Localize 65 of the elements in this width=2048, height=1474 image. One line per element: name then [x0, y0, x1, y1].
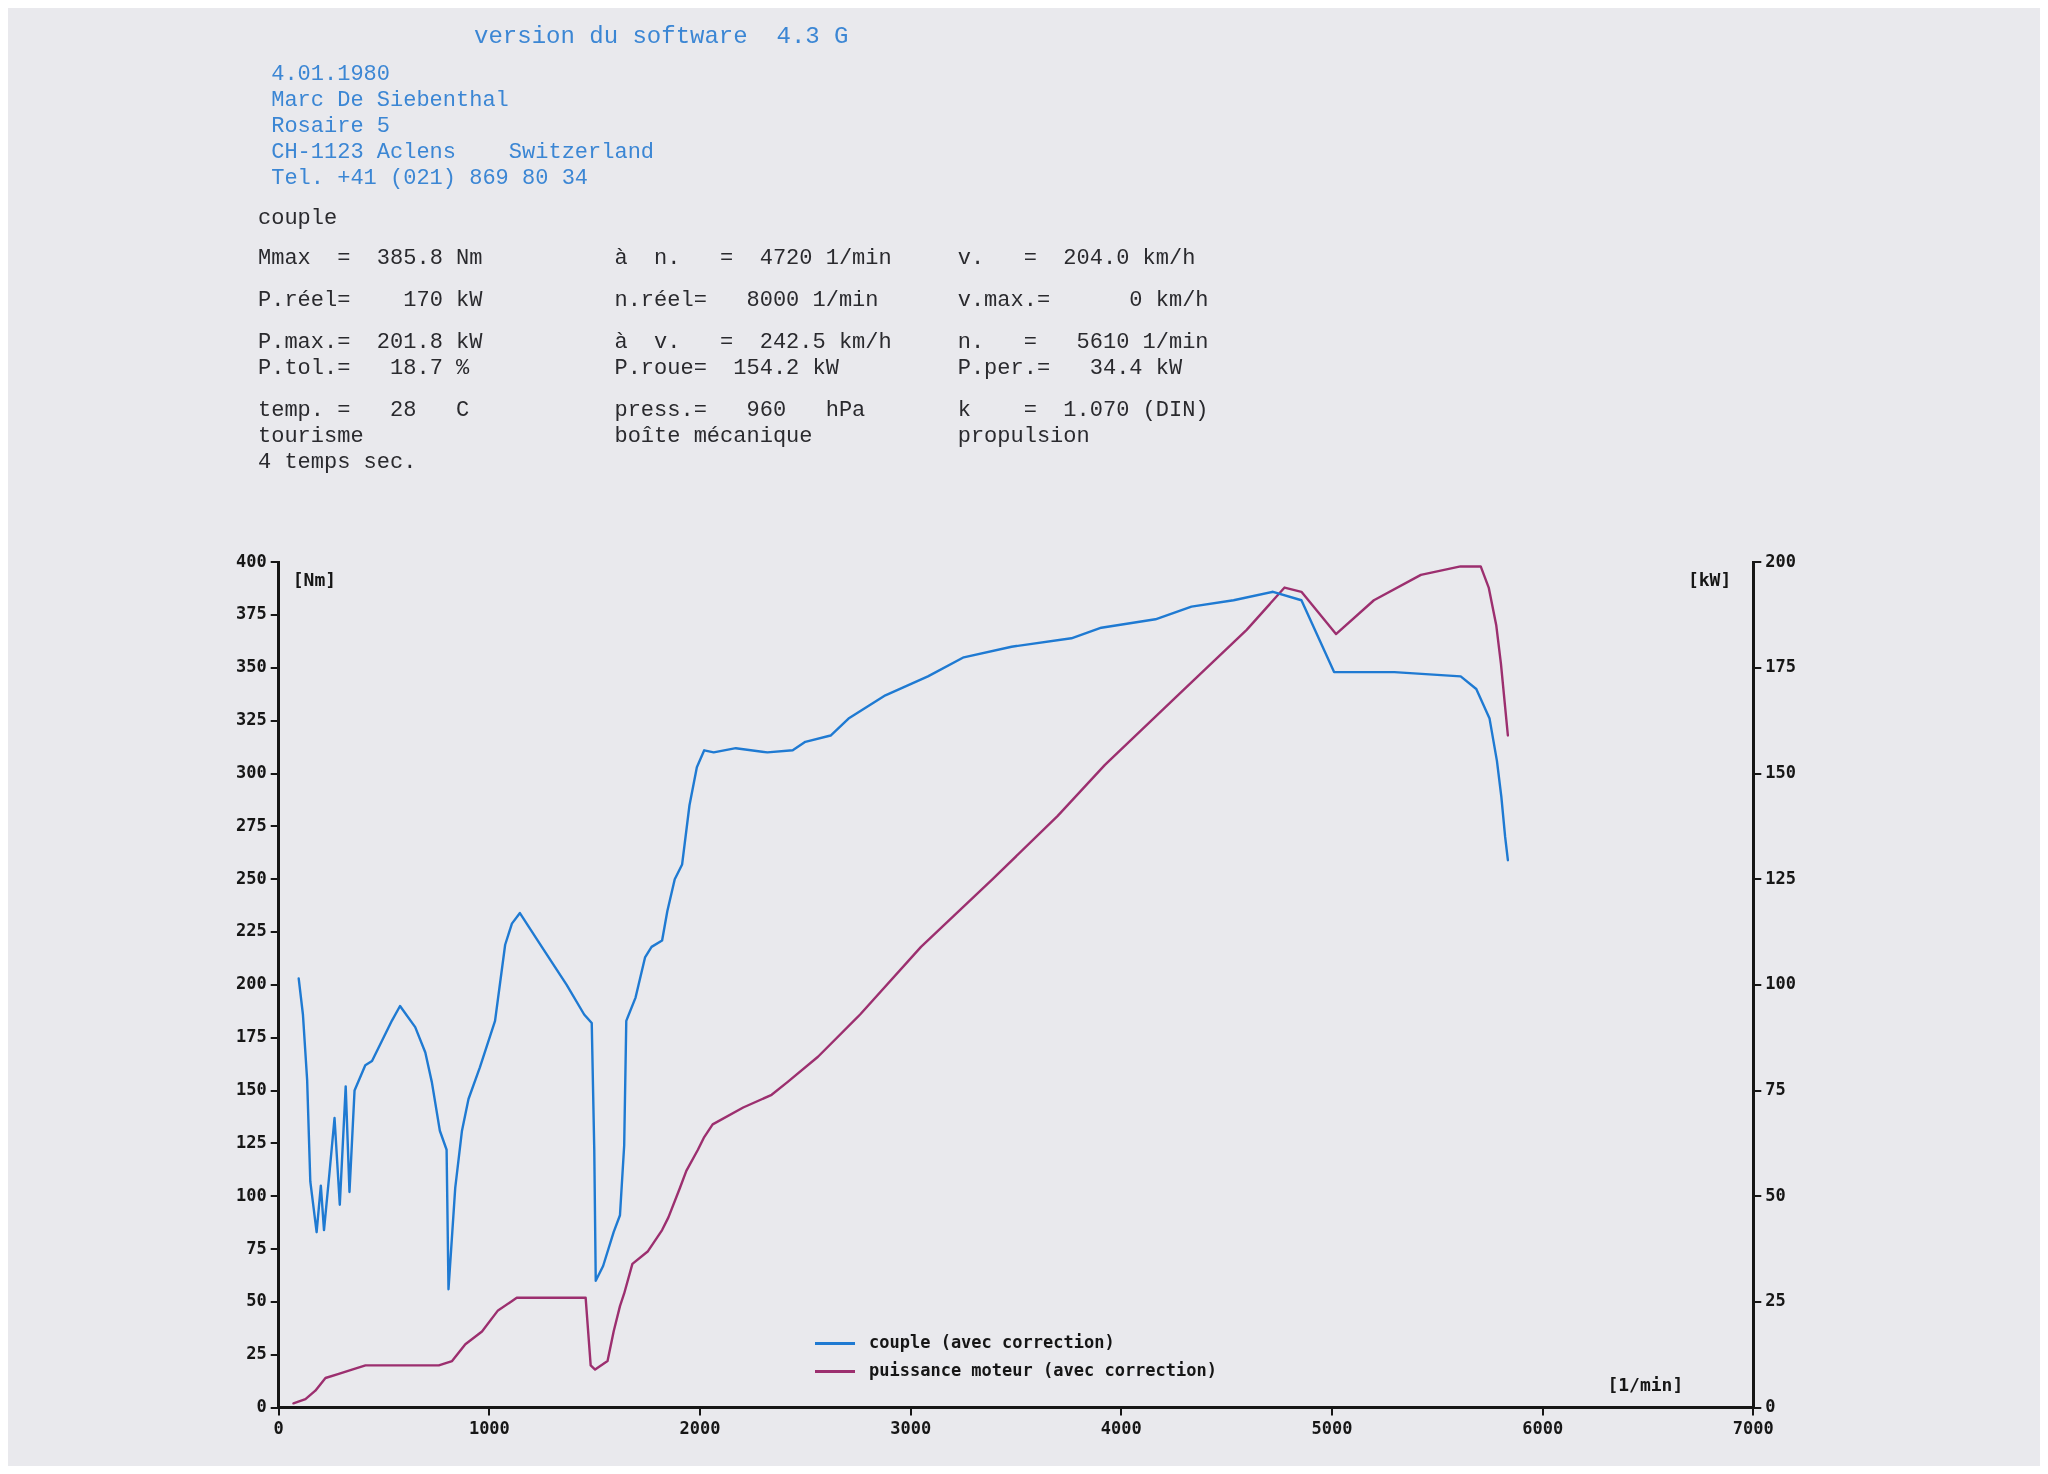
text: press.= 960 hPa [614, 398, 866, 423]
text: Marc De Siebenthal [271, 88, 509, 113]
x-tick-label: 4000 [1100, 1418, 1142, 1439]
chart-title: version du software 4.3 G [474, 22, 849, 52]
x-tick-label: 0 [273, 1418, 284, 1439]
x-tick-label: 5000 [1311, 1418, 1353, 1439]
y-tick-label: 50 [246, 1290, 267, 1311]
x-tick-label: 3000 [890, 1418, 932, 1439]
text: n. = 5610 1/min [957, 330, 1209, 355]
text: propulsion [957, 424, 1090, 449]
x-tick-label: 1000 [468, 1418, 510, 1439]
y-tick-label: 300 [235, 761, 267, 782]
text: couple [258, 206, 338, 231]
text: 4 temps sec. [258, 450, 417, 475]
x-tick-label: 2000 [679, 1418, 721, 1439]
y2-tick-label: 25 [1765, 1290, 1786, 1311]
y-tick-label: 25 [246, 1343, 267, 1364]
x-axis-title: [1/min] [1607, 1374, 1684, 1396]
text: 4.01.1980 [271, 62, 391, 87]
text: P.per.= 34.4 kW [957, 356, 1183, 381]
y2-tick-label: 175 [1765, 656, 1797, 677]
y2-tick-label: 125 [1765, 867, 1797, 888]
y-tick-label: 400 [235, 550, 267, 571]
y-tick-label: 375 [235, 603, 267, 624]
y-tick-label: 250 [235, 867, 267, 888]
x-tick-label: 7000 [1732, 1418, 1774, 1439]
y2-tick-label: 150 [1765, 761, 1797, 782]
text: n.réel= 8000 1/min [614, 288, 879, 313]
text: v.max.= 0 km/h [957, 288, 1209, 313]
y-tick-label: 325 [235, 709, 267, 730]
x-tick-label: 6000 [1522, 1418, 1564, 1439]
y-tick-label: 100 [235, 1184, 267, 1205]
text: Mmax = 385.8 Nm [258, 246, 483, 271]
y-tick-label: 125 [235, 1131, 267, 1152]
y2-tick-label: 0 [1765, 1396, 1776, 1417]
text: Tel. +41 (021) 869 80 34 [271, 166, 589, 191]
y-tick-label: 225 [235, 920, 267, 941]
y-tick-label: 275 [235, 814, 267, 835]
text: P.roue= 154.2 kW [614, 356, 839, 381]
legend-label: puissance moteur (avec correction) [869, 1360, 1218, 1381]
y-axis-title: [Nm] [292, 568, 337, 590]
text: k = 1.070 (DIN) [957, 398, 1209, 423]
y2-tick-label: 50 [1765, 1184, 1786, 1205]
text: à v. = 242.5 km/h [614, 330, 892, 355]
y-tick-label: 150 [235, 1079, 267, 1099]
y-tick-label: 175 [235, 1026, 267, 1047]
y-tick-label: 200 [235, 973, 267, 994]
text: P.tol.= 18.7 % [258, 356, 470, 381]
text: tourisme [258, 424, 364, 449]
y-tick-label: 75 [246, 1237, 267, 1258]
text: boîte mécanique [614, 424, 813, 449]
text: temp. = 28 C [258, 398, 470, 423]
text: Rosaire 5 [271, 114, 391, 139]
y2-tick-label: 200 [1765, 550, 1797, 571]
y2-axis-title: [kW] [1687, 568, 1732, 590]
text: P.max.= 201.8 kW [258, 330, 483, 355]
y2-tick-label: 75 [1765, 1079, 1786, 1099]
text: CH-1123 Aclens Switzerland [271, 140, 655, 165]
text: v. = 204.0 km/h [957, 246, 1196, 271]
text: à n. = 4720 1/min [614, 246, 892, 271]
y-tick-label: 350 [235, 656, 267, 677]
y2-tick-label: 100 [1765, 973, 1797, 994]
y-tick-label: 0 [256, 1396, 267, 1417]
text: P.réel= 170 kW [258, 288, 483, 313]
legend-label: couple (avec correction) [869, 1332, 1115, 1353]
